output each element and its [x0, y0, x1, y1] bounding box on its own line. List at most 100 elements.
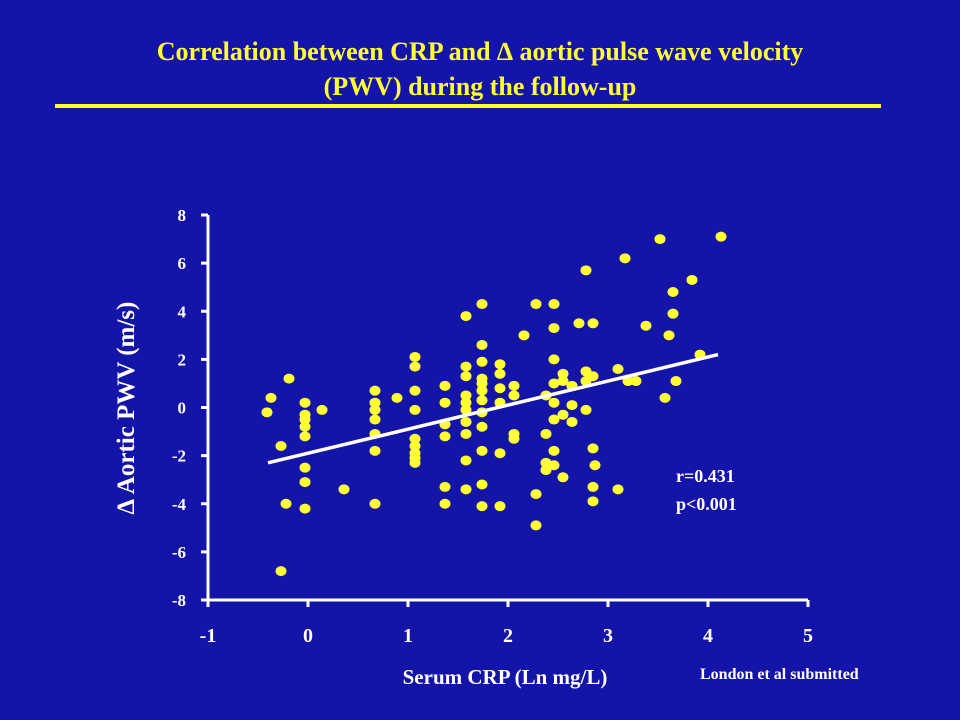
- x-tick-label: 1: [403, 625, 413, 647]
- data-point: [476, 479, 488, 490]
- correlation-p-annotation: p<0.001: [676, 494, 737, 514]
- regression-line: [267, 352, 719, 465]
- data-point: [439, 431, 451, 442]
- x-tick-label: 0: [303, 625, 313, 647]
- data-point: [557, 409, 569, 420]
- data-point: [391, 392, 403, 403]
- data-point: [548, 460, 560, 471]
- data-point: [280, 498, 292, 509]
- x-tick-label: 3: [603, 625, 613, 647]
- data-point: [557, 472, 569, 483]
- data-point: [494, 448, 506, 459]
- slide-title-line1: Correlation between CRP and ∆ aortic pul…: [156, 37, 804, 66]
- y-tick-label: -6: [172, 543, 186, 562]
- data-point: [299, 503, 311, 514]
- data-point: [540, 465, 552, 476]
- data-point: [476, 339, 488, 350]
- data-point: [548, 299, 560, 310]
- data-point: [630, 376, 642, 387]
- data-point: [494, 383, 506, 394]
- data-point: [663, 330, 675, 341]
- data-point: [369, 414, 381, 425]
- data-point: [369, 445, 381, 456]
- y-tick-label: 8: [178, 206, 187, 225]
- data-point: [715, 231, 727, 242]
- data-point: [409, 404, 421, 415]
- data-point: [587, 318, 599, 329]
- data-point: [460, 455, 472, 466]
- data-point: [265, 392, 277, 403]
- data-point: [619, 253, 631, 264]
- data-point: [261, 407, 273, 418]
- data-point: [439, 380, 451, 391]
- data-point: [460, 361, 472, 372]
- data-point: [409, 385, 421, 396]
- data-point: [409, 351, 421, 362]
- data-point: [587, 496, 599, 507]
- data-point: [439, 498, 451, 509]
- data-point: [460, 311, 472, 322]
- data-point: [573, 318, 585, 329]
- data-point: [299, 414, 311, 425]
- data-point: [476, 385, 488, 396]
- data-point: [460, 397, 472, 408]
- data-point: [439, 397, 451, 408]
- data-point: [654, 234, 666, 245]
- data-point: [409, 361, 421, 372]
- data-point: [557, 368, 569, 379]
- data-point: [460, 484, 472, 495]
- data-point: [494, 501, 506, 512]
- data-point: [659, 392, 671, 403]
- data-point: [409, 433, 421, 444]
- data-point: [530, 489, 542, 500]
- y-tick-label: -2: [172, 447, 186, 466]
- data-point: [275, 441, 287, 451]
- data-point: [299, 477, 311, 488]
- data-point: [557, 376, 569, 387]
- x-tick-label: 4: [703, 625, 713, 647]
- data-point: [548, 354, 560, 365]
- data-point: [587, 443, 599, 454]
- plot-area: -8 -6 -4 -2 0 2 4 6 8 -1 0 1 2 3 4 5: [172, 206, 813, 647]
- x-tick-label: -1: [200, 625, 217, 647]
- data-point: [460, 416, 472, 427]
- data-point: [338, 484, 350, 495]
- data-point: [530, 520, 542, 531]
- data-point: [299, 421, 311, 432]
- data-point: [508, 390, 520, 401]
- data-point: [612, 364, 624, 374]
- data-point: [476, 356, 488, 367]
- data-point: [409, 457, 421, 468]
- data-point: [508, 433, 520, 444]
- data-point: [587, 371, 599, 382]
- y-tick-label: -8: [172, 591, 186, 610]
- data-point: [518, 330, 530, 341]
- data-point: [566, 400, 578, 411]
- data-point: [476, 395, 488, 406]
- data-point: [548, 445, 560, 456]
- data-point: [460, 404, 472, 415]
- data-point: [580, 265, 592, 276]
- source-credit: London et al submitted: [700, 666, 859, 683]
- data-point: [476, 421, 488, 432]
- data-point: [283, 373, 295, 384]
- title-underline: [55, 104, 881, 108]
- data-point: [460, 371, 472, 382]
- data-point: [580, 404, 592, 415]
- data-point: [548, 414, 560, 425]
- data-point: [566, 416, 578, 427]
- data-point: [299, 431, 311, 442]
- data-point: [530, 299, 542, 310]
- data-point: [369, 498, 381, 509]
- data-point: [275, 566, 287, 577]
- y-tick-label: 0: [178, 399, 187, 418]
- data-point: [589, 460, 601, 471]
- data-point: [508, 380, 520, 391]
- data-point: [476, 501, 488, 512]
- data-point: [640, 320, 652, 331]
- data-point: [476, 299, 488, 310]
- data-point: [540, 428, 552, 439]
- data-point: [494, 368, 506, 379]
- y-tick-label: 2: [178, 350, 187, 369]
